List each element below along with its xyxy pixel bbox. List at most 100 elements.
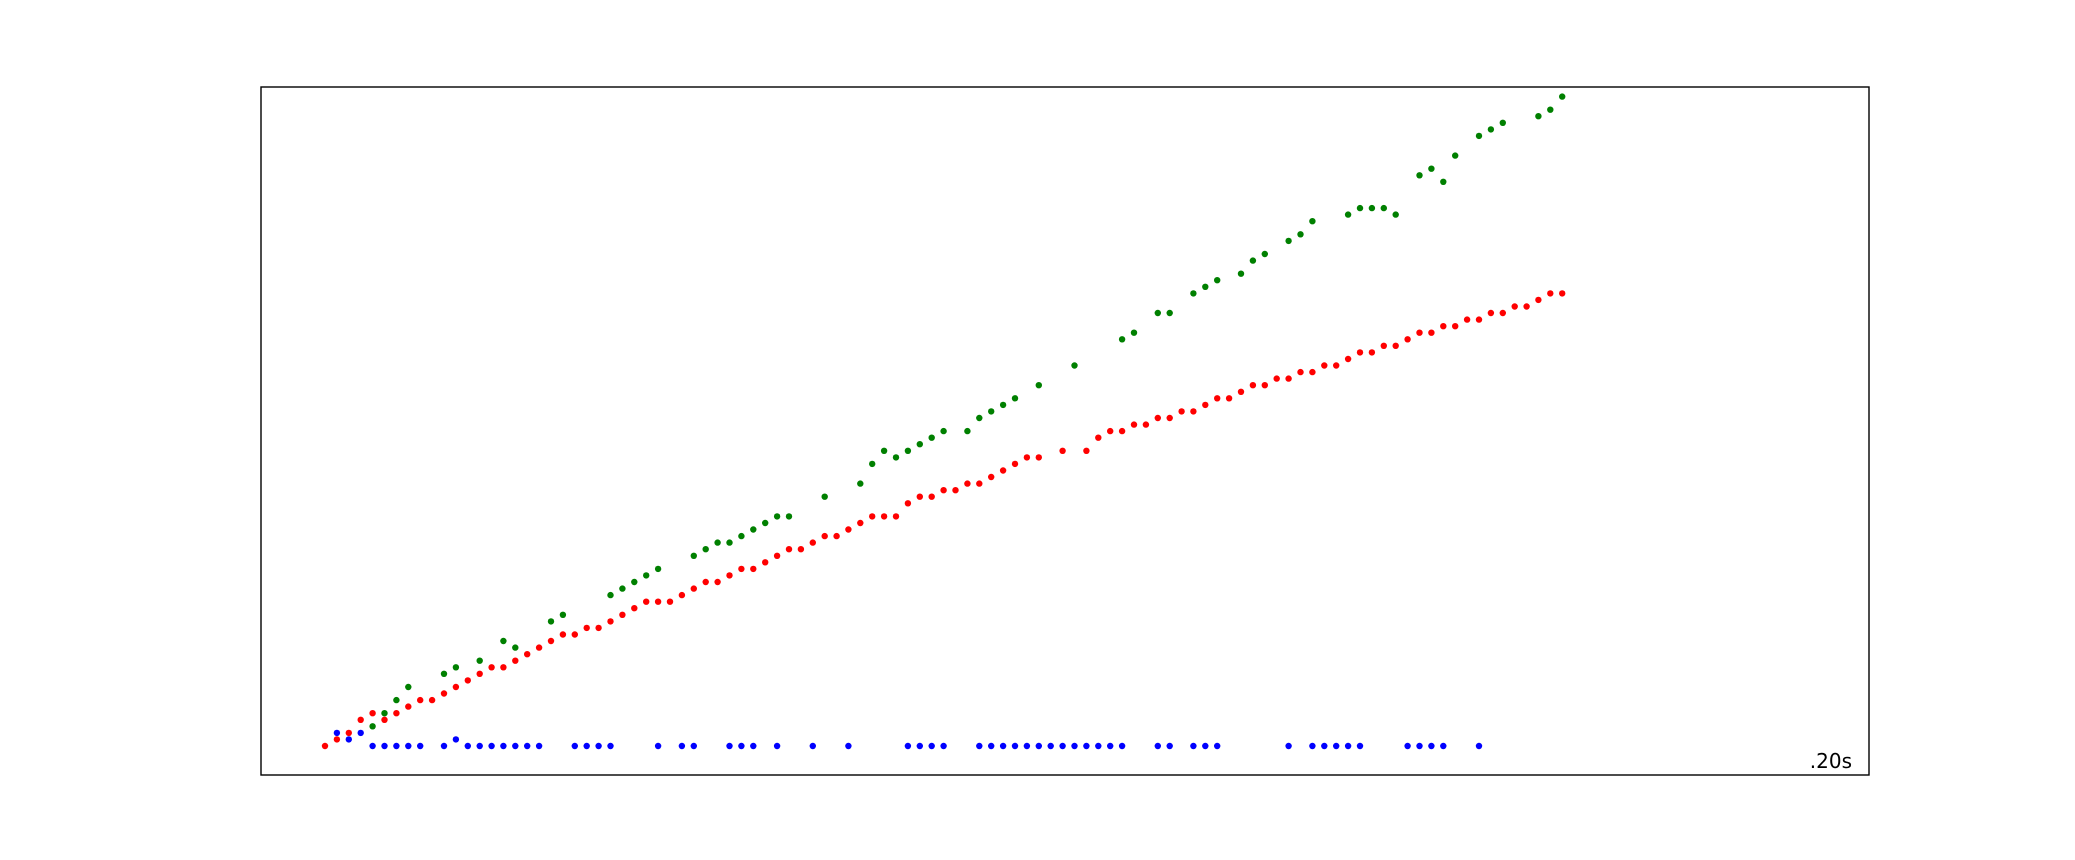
data-point (369, 742, 376, 750)
data-point (1547, 106, 1554, 113)
data-point (750, 742, 757, 750)
data-point (976, 480, 983, 487)
data-point (1107, 427, 1114, 435)
data-point (535, 644, 543, 651)
data-point (1475, 132, 1483, 140)
data-point (619, 611, 626, 618)
data-point (928, 434, 935, 441)
data-point (393, 710, 400, 717)
data-point (821, 532, 828, 540)
data-point (1321, 362, 1328, 369)
data-point (1107, 742, 1114, 750)
data-point (916, 742, 923, 750)
data-point (1214, 742, 1221, 750)
data-point (1166, 742, 1173, 750)
data-point (464, 742, 471, 750)
data-point (1261, 382, 1269, 389)
data-point (1428, 329, 1435, 336)
data-point (369, 710, 376, 717)
data-point (976, 742, 983, 750)
data-point (452, 683, 460, 691)
data-point (928, 493, 935, 500)
data-point (476, 670, 483, 677)
data-point (1356, 349, 1364, 356)
data-point (726, 572, 733, 579)
data-point (809, 742, 816, 750)
data-point (1142, 421, 1150, 428)
data-point (1523, 303, 1530, 310)
data-point (1392, 342, 1399, 349)
data-point (381, 716, 388, 723)
data-point (690, 742, 697, 750)
data-point (1535, 113, 1542, 120)
data-point (476, 657, 483, 664)
data-point (1321, 742, 1328, 750)
data-point (1047, 742, 1054, 750)
data-point (1368, 349, 1376, 356)
data-point (773, 513, 781, 520)
data-point (500, 664, 507, 671)
data-point (999, 742, 1007, 750)
data-point (797, 546, 805, 553)
data-point (595, 742, 602, 750)
data-point (440, 690, 448, 697)
data-point (1285, 375, 1292, 382)
data-point (1190, 408, 1197, 415)
data-point (535, 742, 543, 750)
data-point (571, 742, 578, 750)
data-point (1440, 323, 1447, 330)
data-point (821, 493, 828, 500)
data-point (916, 441, 923, 448)
data-point (750, 565, 757, 573)
data-point (547, 618, 555, 625)
data-point (1511, 303, 1518, 310)
data-point (892, 513, 900, 520)
data-point (964, 480, 971, 487)
data-point (381, 710, 388, 717)
data-point (512, 742, 519, 750)
data-point (1154, 414, 1162, 422)
data-point (1166, 309, 1173, 317)
data-point (440, 742, 448, 750)
data-point (1237, 270, 1245, 277)
data-point (440, 670, 448, 677)
data-point (1273, 375, 1280, 382)
data-point (1035, 454, 1043, 461)
data-point (1059, 447, 1066, 454)
data-point (559, 611, 567, 618)
data-point (524, 742, 531, 750)
data-point (1190, 742, 1197, 750)
data-point (940, 742, 947, 750)
data-point (405, 703, 412, 710)
data-point (1499, 309, 1507, 317)
data-point (1249, 257, 1257, 264)
data-point (393, 742, 400, 750)
data-point (762, 559, 769, 566)
data-point (417, 742, 424, 750)
data-point (904, 500, 912, 507)
data-point (785, 546, 793, 553)
data-point (1547, 290, 1554, 297)
data-point (1011, 395, 1019, 402)
data-point (405, 683, 412, 691)
data-point (1559, 93, 1566, 100)
data-point (1416, 742, 1423, 750)
data-point (1130, 329, 1138, 336)
data-point (726, 742, 733, 750)
data-point (357, 716, 364, 723)
data-point (654, 742, 662, 750)
data-point (1344, 211, 1352, 218)
data-point (524, 651, 531, 658)
data-point (452, 664, 460, 671)
data-point (1035, 742, 1043, 750)
data-point (500, 742, 507, 750)
data-point (1059, 742, 1066, 750)
data-point (488, 664, 495, 671)
data-point (512, 644, 519, 651)
data-point (381, 742, 388, 750)
data-point (1392, 211, 1399, 218)
data-point (762, 519, 769, 527)
data-point (1202, 283, 1209, 290)
data-point (1297, 231, 1304, 238)
